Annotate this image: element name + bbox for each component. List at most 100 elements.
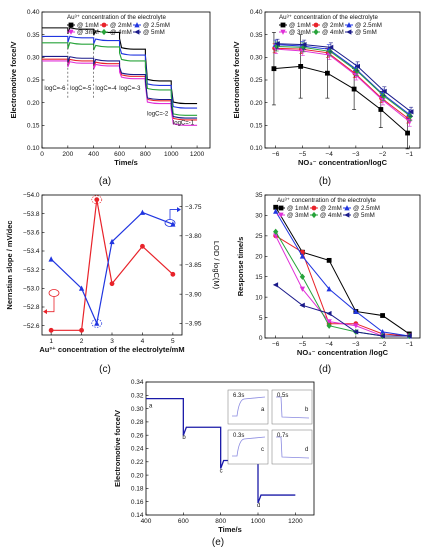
slope-point <box>170 271 176 277</box>
legend-title: Au³⁺ concentration of the electrolyte <box>279 14 378 21</box>
y-axis-label: Response time/s <box>236 237 245 297</box>
y-tick-label: 0.10 <box>250 145 263 152</box>
y-axis-label: Electromotive force/V <box>232 41 241 118</box>
y-tick-label: −53.6 <box>23 230 40 237</box>
data-point <box>353 323 359 329</box>
highlight-ring <box>91 195 103 205</box>
data-point <box>405 130 410 136</box>
series-1mM <box>42 27 198 105</box>
x-axis-label: NO₃⁻ concentration /logC <box>297 348 389 357</box>
data-point <box>299 302 305 308</box>
x-tick-label: −6 <box>272 341 280 348</box>
x-tick-label: 5 <box>171 338 175 345</box>
slope-point <box>94 197 100 203</box>
legend-label: @ 2mM <box>322 22 344 29</box>
step-label: c <box>220 468 223 474</box>
y2-tick-label: −3.90 <box>185 291 202 298</box>
series-line <box>277 43 412 113</box>
legend-label: @ 3mM <box>77 29 99 36</box>
data-point <box>408 109 414 115</box>
inset-curve <box>276 396 310 419</box>
y-tick-label: 35 <box>255 192 263 199</box>
data-point <box>379 333 385 339</box>
legend-marker <box>134 29 140 35</box>
series-5mM <box>42 55 198 119</box>
data-point <box>326 52 333 58</box>
legend-marker <box>278 212 284 218</box>
y-tick-label: 0.40 <box>27 9 40 16</box>
step-annotation: logC=-2 <box>147 111 169 117</box>
x-tick-label: −5 <box>299 151 307 158</box>
legend-marker <box>311 205 317 211</box>
series-line <box>275 207 410 335</box>
y-tick-label: 20 <box>255 253 263 260</box>
legend-label: @ 2.5mM <box>355 22 382 29</box>
data-point <box>299 286 306 292</box>
caption-a: (a) <box>99 176 111 187</box>
inset-label: b <box>305 407 309 413</box>
panel-d-chart: −6 −5 −4 −3 −2 −1 0 5 10 15 20 25 30 35 NO₃⁻ concentra… <box>236 192 421 357</box>
step-label: d <box>257 503 260 509</box>
legend-marker <box>101 22 107 28</box>
data-point <box>381 88 387 94</box>
y-tick-label: 30 <box>255 213 263 220</box>
x-tick-label: 800 <box>215 518 226 525</box>
lod-point <box>139 209 146 215</box>
lod-point <box>78 285 85 291</box>
inset-time: 0.3s <box>233 433 244 439</box>
series-line <box>275 284 410 337</box>
series-3mM <box>42 60 198 126</box>
inset-label: a <box>261 407 265 413</box>
y-axis-label: Electromotive force/V <box>9 41 18 118</box>
y-tick-label: 0.18 <box>131 486 144 493</box>
x-tick-label: −6 <box>272 151 280 158</box>
x-tick-label: −4 <box>325 151 333 158</box>
left-arrow-head <box>43 309 47 315</box>
legend-label: @ 5mM <box>353 212 375 219</box>
legend-label: @ 4mM <box>320 212 342 219</box>
legend-marker <box>344 212 350 218</box>
y2-tick-label: −3.80 <box>185 233 202 240</box>
x-tick-label: 3 <box>110 338 114 345</box>
y-tick-label: 0.10 <box>27 145 40 152</box>
data-point <box>328 44 334 50</box>
x-tick-label: 1 <box>49 338 53 345</box>
x-axis-label: Time/s <box>218 525 242 534</box>
y-tick-label: 15 <box>255 274 263 281</box>
y-tick-label: 0.22 <box>131 459 144 466</box>
y-tick-label: 0.30 <box>131 406 144 413</box>
slope-point <box>79 327 84 333</box>
y2-tick-label: −3.85 <box>185 262 202 269</box>
y-tick-label: 10 <box>255 294 263 301</box>
legend-label: @ 5mM <box>355 29 377 36</box>
x-tick-label: −1 <box>406 151 414 158</box>
data-point <box>272 282 279 288</box>
y-tick-label: 0.25 <box>250 77 263 84</box>
y-tick-label: 0.20 <box>250 100 263 107</box>
data-point <box>274 41 280 47</box>
data-point <box>326 286 332 292</box>
series-line <box>273 65 408 134</box>
data-point <box>354 63 361 70</box>
panel-e-chart: 400 600 800 1000 1200 0.14 0.16 0.18 0.20 0.22 0.2… <box>113 379 315 534</box>
y-tick-label: −53.2 <box>23 267 40 274</box>
caption-b: (b) <box>319 176 331 187</box>
data-point <box>301 42 307 48</box>
y-tick-label: −53.8 <box>23 211 40 218</box>
data-point <box>299 253 306 259</box>
x-axis-label: Time/s <box>114 158 138 167</box>
step-label: b <box>182 435 186 441</box>
inset-frame <box>227 389 269 425</box>
right-axis-arrow <box>169 209 180 220</box>
plot-frame <box>264 194 421 339</box>
caption-e: (e) <box>212 537 224 548</box>
legend-label: @ 1mM <box>289 22 311 29</box>
legend-label: @ 2.5mM <box>353 205 380 212</box>
x-tick-label: −3 <box>352 151 360 158</box>
lod-point <box>94 320 100 326</box>
legend-marker <box>101 28 107 36</box>
x-tick-label: 2 <box>80 338 84 345</box>
legend-marker <box>346 22 352 28</box>
lod-line <box>50 211 174 326</box>
legend-marker <box>68 29 74 35</box>
